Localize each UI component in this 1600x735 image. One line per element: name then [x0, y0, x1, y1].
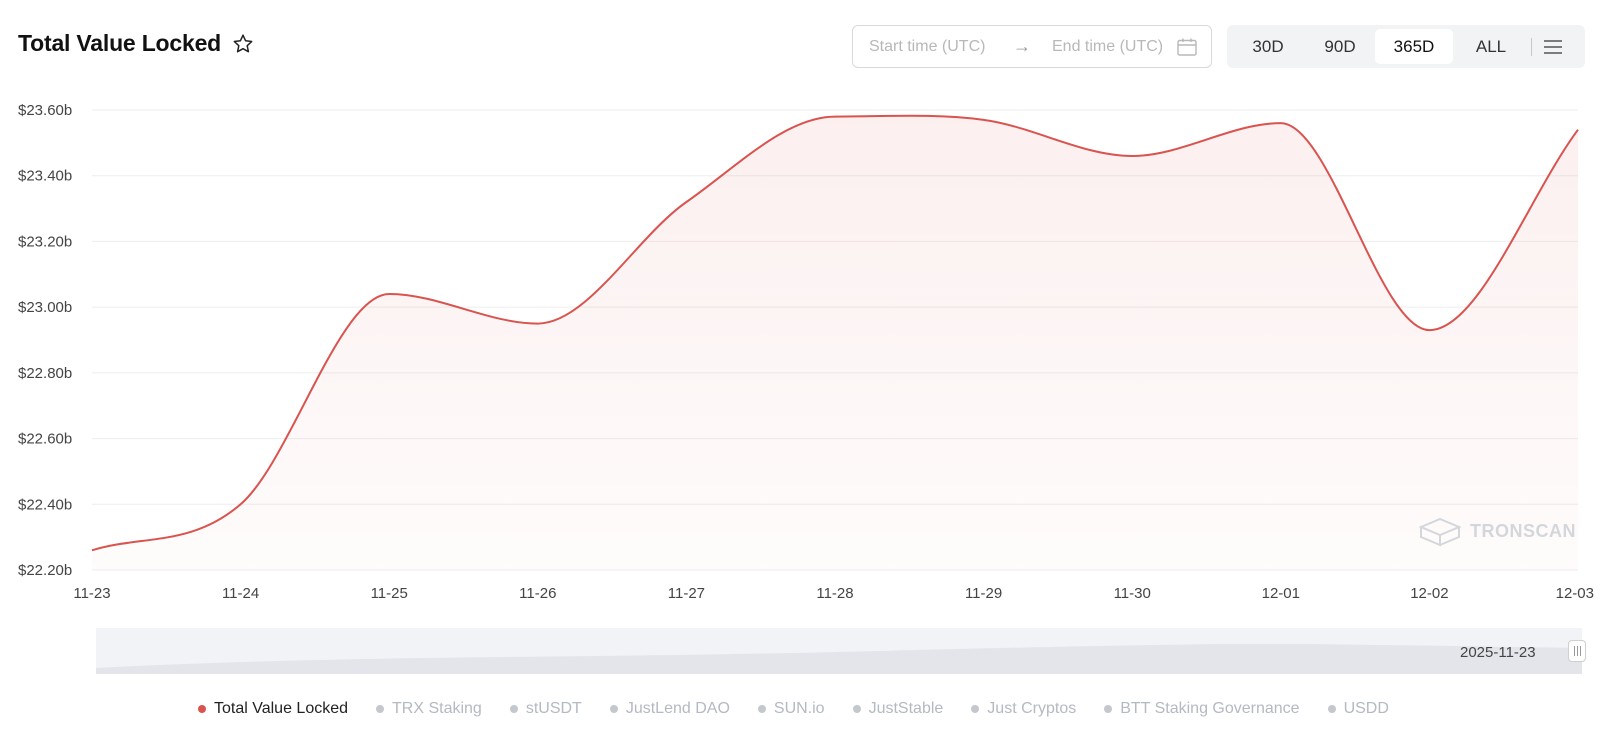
range-all-button[interactable]: ALL: [1475, 37, 1507, 56]
end-time-input[interactable]: End time (UTC): [1052, 37, 1164, 55]
legend-dot-icon: [376, 705, 385, 713]
tronscan-logo-icon: [1418, 517, 1462, 547]
arrow-right-icon: →: [1013, 36, 1031, 56]
divider: [1531, 37, 1532, 56]
y-tick-label: $22.60b: [18, 431, 72, 448]
legend-item[interactable]: USDD: [1327, 700, 1389, 718]
x-tick-label: 11-30: [1114, 585, 1151, 602]
x-tick-label: 12-01: [1262, 585, 1300, 602]
legend-item[interactable]: JustStable: [852, 700, 944, 718]
legend-dot-icon: [1327, 705, 1336, 713]
legend-item[interactable]: Total Value Locked: [198, 700, 348, 718]
legend-item[interactable]: stUSDT: [509, 700, 582, 718]
page-title: Total Value Locked: [18, 30, 222, 56]
zoom-preview: [96, 643, 1582, 674]
start-time-input[interactable]: Start time (UTC): [869, 37, 986, 55]
y-tick-label: $22.20b: [18, 562, 72, 579]
legend-label: BTT Staking Governance: [1120, 700, 1300, 717]
legend-dot-icon: [509, 705, 518, 713]
x-tick-label: 12-02: [1410, 585, 1448, 602]
x-axis: 11-23 11-24 11-25 11-26 11-27 11-28 11-29 11-30…: [73, 585, 1594, 602]
zoom-handle[interactable]: [1568, 640, 1586, 662]
legend-dot-icon: [971, 705, 980, 713]
legend-item[interactable]: JustLend DAO: [609, 700, 730, 718]
legend-label: SUN.io: [773, 700, 825, 717]
x-tick-label: 12-03: [1556, 585, 1594, 602]
x-tick-label: 11-24: [222, 585, 259, 602]
y-tick-label: $23.40b: [18, 168, 72, 185]
legend-item[interactable]: Just Cryptos: [971, 700, 1076, 718]
range-selector: 30D 90D 365D ALL: [1227, 25, 1585, 68]
data-zoom-slider[interactable]: [96, 628, 1582, 674]
legend-item[interactable]: BTT Staking Governance: [1104, 700, 1300, 718]
x-tick-label: 11-27: [668, 585, 705, 602]
x-tick-label: 11-26: [519, 585, 556, 602]
range-365d-button[interactable]: 365D: [1375, 29, 1453, 64]
watermark-text: TRONSCAN: [1470, 520, 1576, 541]
y-axis: $22.20b $22.40b $22.60b $22.80b $23.00b $23.2…: [18, 102, 72, 579]
title-wrap: Total Value Locked: [18, 30, 255, 57]
legend-dot-icon: [1104, 705, 1113, 713]
legend-label: JustLend DAO: [625, 700, 730, 717]
x-tick-label: 11-23: [73, 585, 110, 602]
legend-label: stUSDT: [525, 700, 582, 717]
y-tick-label: $23.60b: [18, 102, 72, 119]
star-icon[interactable]: [231, 32, 255, 56]
y-tick-label: $23.20b: [18, 233, 72, 250]
legend-label: TRX Staking: [392, 700, 482, 717]
legend: Total Value Locked TRX Staking stUSDT JustL…: [198, 700, 1389, 718]
x-tick-label: 11-29: [965, 585, 1002, 602]
menu-icon[interactable]: [1542, 38, 1564, 56]
y-tick-label: $22.80b: [18, 365, 72, 382]
x-tick-label: 11-28: [816, 585, 853, 602]
zoom-start-label: 2025-11-23: [1460, 644, 1536, 661]
date-range-picker[interactable]: Start time (UTC) → End time (UTC): [852, 25, 1212, 68]
calendar-icon[interactable]: [1177, 38, 1197, 56]
range-90d-button[interactable]: 90D: [1324, 37, 1356, 56]
legend-label: USDD: [1343, 700, 1389, 717]
legend-dot-icon: [198, 705, 206, 713]
watermark: TRONSCAN: [1418, 515, 1576, 547]
x-tick-label: 11-25: [371, 585, 408, 602]
legend-dot-icon: [757, 705, 766, 713]
range-30d-button[interactable]: 30D: [1252, 37, 1284, 56]
legend-label: Just Cryptos: [987, 700, 1077, 717]
legend-dot-icon: [609, 705, 618, 713]
chart-header: Total Value Locked Start time (UTC) → En…: [0, 0, 1600, 95]
y-tick-label: $23.00b: [18, 299, 72, 316]
tvl-chart[interactable]: $22.20b $22.40b $22.60b $22.80b $23.00b $23.2…: [0, 90, 1600, 610]
tvl-series-line[interactable]: [91, 114, 1579, 552]
legend-item[interactable]: SUN.io: [757, 700, 825, 718]
legend-item[interactable]: TRX Staking: [376, 700, 482, 718]
legend-label: JustStable: [868, 700, 944, 717]
y-tick-label: $22.40b: [18, 496, 72, 513]
legend-dot-icon: [852, 705, 861, 713]
legend-label: Total Value Locked: [214, 700, 349, 717]
tvl-area: [92, 115, 1578, 570]
